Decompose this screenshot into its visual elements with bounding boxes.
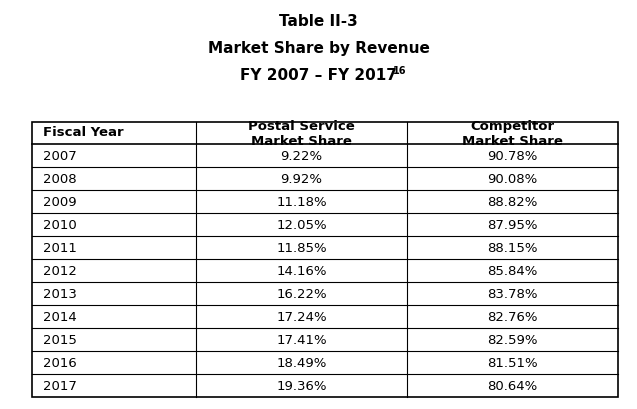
Text: 17.24%: 17.24% bbox=[276, 310, 327, 323]
Text: Market Share by Revenue: Market Share by Revenue bbox=[208, 41, 429, 56]
Text: 2010: 2010 bbox=[43, 218, 77, 231]
Text: 19.36%: 19.36% bbox=[276, 379, 327, 392]
Text: 85.84%: 85.84% bbox=[487, 264, 538, 277]
Text: 2017: 2017 bbox=[43, 379, 77, 392]
Text: 88.15%: 88.15% bbox=[487, 241, 538, 254]
Text: 9.92%: 9.92% bbox=[280, 173, 322, 186]
Text: Fiscal Year: Fiscal Year bbox=[43, 126, 124, 139]
Text: 88.82%: 88.82% bbox=[487, 196, 538, 209]
Text: 16.22%: 16.22% bbox=[276, 287, 327, 300]
Text: 17.41%: 17.41% bbox=[276, 333, 327, 346]
Text: 9.22%: 9.22% bbox=[280, 150, 322, 162]
Text: 2007: 2007 bbox=[43, 150, 77, 162]
Text: 2009: 2009 bbox=[43, 196, 77, 209]
Text: 14.16%: 14.16% bbox=[276, 264, 327, 277]
Text: 12.05%: 12.05% bbox=[276, 218, 327, 231]
Text: 2012: 2012 bbox=[43, 264, 77, 277]
Text: 81.51%: 81.51% bbox=[487, 356, 538, 369]
Text: 2016: 2016 bbox=[43, 356, 77, 369]
Text: 82.59%: 82.59% bbox=[487, 333, 538, 346]
Text: 11.18%: 11.18% bbox=[276, 196, 327, 209]
Text: 16: 16 bbox=[393, 65, 406, 75]
Text: 83.78%: 83.78% bbox=[487, 287, 538, 300]
Text: Competitor
Market Share: Competitor Market Share bbox=[462, 120, 563, 148]
Text: 2011: 2011 bbox=[43, 241, 77, 254]
Text: 80.64%: 80.64% bbox=[487, 379, 538, 392]
Text: 90.78%: 90.78% bbox=[487, 150, 538, 162]
Text: 2014: 2014 bbox=[43, 310, 77, 323]
Text: 18.49%: 18.49% bbox=[276, 356, 327, 369]
Text: 11.85%: 11.85% bbox=[276, 241, 327, 254]
Text: 90.08%: 90.08% bbox=[487, 173, 538, 186]
Text: Postal Service
Market Share: Postal Service Market Share bbox=[248, 120, 355, 148]
Text: 82.76%: 82.76% bbox=[487, 310, 538, 323]
Text: FY 2007 – FY 2017: FY 2007 – FY 2017 bbox=[240, 67, 397, 83]
Text: 2008: 2008 bbox=[43, 173, 77, 186]
Text: 87.95%: 87.95% bbox=[487, 218, 538, 231]
Text: Table II-3: Table II-3 bbox=[279, 14, 358, 29]
Text: 2015: 2015 bbox=[43, 333, 77, 346]
Text: 2013: 2013 bbox=[43, 287, 77, 300]
